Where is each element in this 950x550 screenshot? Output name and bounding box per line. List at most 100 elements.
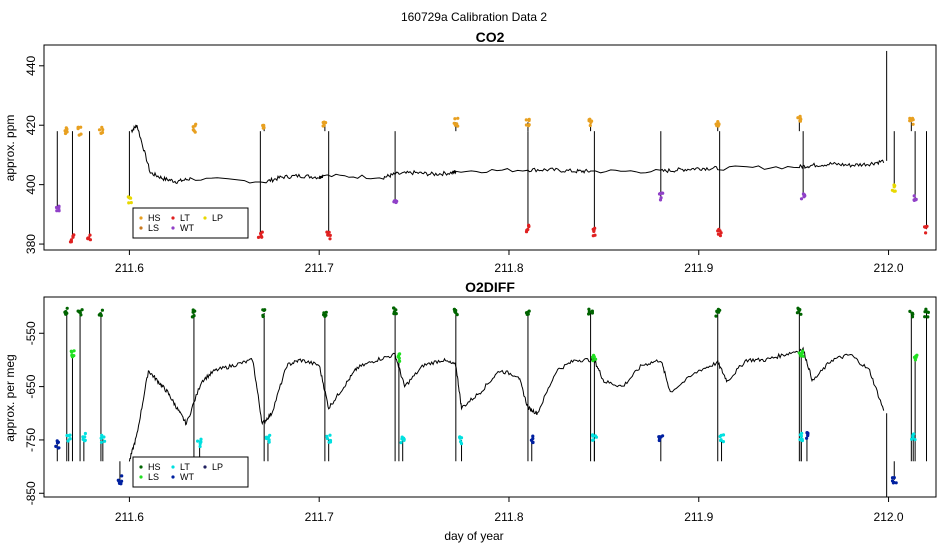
calibration-point xyxy=(914,198,918,202)
co2-ylabel: approx. ppm xyxy=(3,115,17,182)
calibration-point xyxy=(323,314,327,318)
o2diff-plot-frame xyxy=(43,296,937,498)
calibration-point xyxy=(193,124,197,128)
calibration-point xyxy=(127,201,131,205)
calibration-point xyxy=(64,310,68,314)
y-tick-label: -550 xyxy=(24,321,38,345)
calibration-point xyxy=(893,189,897,193)
calibration-point xyxy=(802,194,807,198)
calibration-point xyxy=(801,354,805,358)
calibration-point xyxy=(328,438,333,443)
calibration-point xyxy=(77,133,81,137)
y-tick-label: -750 xyxy=(24,428,38,452)
legend-marker xyxy=(139,216,143,220)
calibration-point xyxy=(192,314,196,318)
calibration-point xyxy=(894,481,898,485)
calibration-point xyxy=(657,438,661,443)
calibration-point xyxy=(326,233,330,237)
calibration-point xyxy=(266,435,270,439)
figure-title: 160729a Calibration Data 2 xyxy=(401,10,547,24)
o2diff-ylabel: approx. per meg xyxy=(3,354,17,441)
calibration-point xyxy=(910,311,915,315)
co2-data xyxy=(54,50,929,244)
calibration-point xyxy=(100,433,104,437)
calibration-point xyxy=(394,312,398,316)
calibration-point xyxy=(324,310,328,314)
calibration-point xyxy=(102,435,106,439)
calibration-point xyxy=(267,440,271,444)
calibration-point xyxy=(452,307,456,311)
calibration-point xyxy=(908,309,912,313)
legend-marker xyxy=(139,465,143,469)
calibration-point xyxy=(322,311,326,315)
legend-marker xyxy=(171,475,175,479)
calibration-point xyxy=(57,206,61,210)
ambient-trace xyxy=(128,346,885,462)
o2diff-legend: HS LT LP LS WT xyxy=(132,456,249,488)
calibration-point xyxy=(400,435,404,439)
calibration-point xyxy=(68,433,72,437)
calibration-point xyxy=(910,315,915,319)
calibration-point xyxy=(65,127,69,131)
calibration-point xyxy=(71,235,75,239)
calibration-point xyxy=(587,310,592,314)
calibration-point xyxy=(716,124,720,128)
calibration-point xyxy=(70,353,74,357)
calibration-point xyxy=(261,314,265,318)
legend-label: LP xyxy=(212,213,223,223)
co2-plot-frame xyxy=(43,44,937,251)
calibration-point xyxy=(396,355,400,359)
calibration-point xyxy=(798,308,802,312)
y-tick-label: -850 xyxy=(24,481,38,505)
y-tick-label: 380 xyxy=(24,234,38,254)
y-tick-label: 420 xyxy=(24,115,38,135)
legend-label: LS xyxy=(148,223,159,233)
y-tick-label: 400 xyxy=(24,174,38,194)
calibration-point xyxy=(924,225,928,229)
calibration-point xyxy=(527,123,531,127)
legend-label: WT xyxy=(180,472,194,482)
calibration-point xyxy=(78,309,82,313)
calibration-point xyxy=(926,315,930,319)
calibration-point xyxy=(83,431,87,436)
calibration-point xyxy=(805,436,809,440)
x-tick-label: 212.0 xyxy=(874,510,904,524)
calibration-point xyxy=(392,312,396,316)
x-axis-label: day of year xyxy=(444,529,503,543)
calibration-point xyxy=(398,359,402,363)
legend-marker xyxy=(139,475,143,479)
calibration-point xyxy=(923,315,927,319)
calibration-point xyxy=(119,482,123,486)
calibration-point xyxy=(83,435,87,439)
calibration-point xyxy=(55,439,59,443)
legend-box xyxy=(132,207,249,239)
calibration-point xyxy=(910,437,914,441)
calibration-point xyxy=(88,238,92,242)
calibration-point xyxy=(79,313,83,317)
calibration-point xyxy=(261,126,265,130)
x-tick-label: 211.7 xyxy=(305,261,334,275)
legend-marker xyxy=(203,465,207,469)
calibration-point xyxy=(76,125,80,129)
legend-label: HS xyxy=(148,462,161,472)
calibration-point xyxy=(453,117,457,121)
calibration-point xyxy=(458,436,462,440)
calibration-point xyxy=(526,312,530,316)
calibration-point xyxy=(325,434,329,438)
legend-marker xyxy=(203,216,207,220)
calibration-point xyxy=(892,185,896,189)
calibration-point xyxy=(99,312,103,316)
calibration-point xyxy=(591,438,595,442)
x-tick-label: 211.6 xyxy=(115,510,144,524)
calibration-point xyxy=(68,437,72,441)
calibration-point xyxy=(459,442,464,446)
calibration-point xyxy=(398,352,402,356)
calibration-point xyxy=(923,310,927,314)
calibration-point xyxy=(527,309,531,313)
calibration-point xyxy=(908,119,912,123)
calibration-point xyxy=(591,359,595,363)
calibration-point xyxy=(717,227,721,231)
x-tick-label: 211.9 xyxy=(684,261,713,275)
x-tick-label: 212.0 xyxy=(874,261,904,275)
